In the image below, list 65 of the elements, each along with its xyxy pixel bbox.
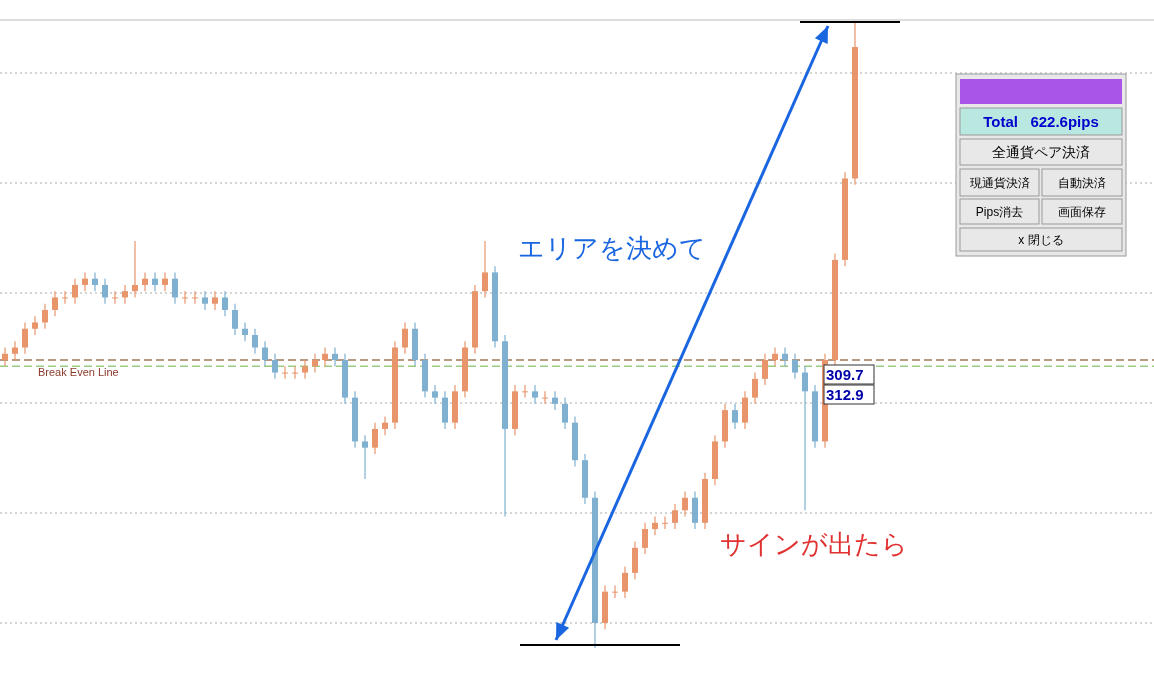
candlestick	[72, 278, 78, 305]
candlestick	[262, 340, 268, 367]
candlestick	[732, 403, 738, 430]
candlestick	[252, 328, 258, 355]
candlestick	[622, 566, 628, 599]
annotation: 312.9	[826, 386, 864, 403]
candlestick	[42, 303, 48, 330]
candlestick	[142, 271, 148, 292]
candlestick	[272, 353, 278, 380]
candlestick	[62, 290, 68, 305]
candlestick	[112, 290, 118, 305]
candlestick	[682, 490, 688, 518]
candlestick	[122, 284, 128, 305]
candlestick	[772, 346, 778, 367]
candlestick	[382, 415, 388, 436]
candlestick	[762, 353, 768, 386]
candlestick	[52, 290, 58, 317]
candlestick	[652, 515, 658, 536]
annotation: サインが出たら	[720, 529, 908, 559]
candlestick	[662, 515, 668, 530]
candlestick	[82, 271, 88, 292]
candlestick	[212, 290, 218, 311]
candlestick	[802, 365, 808, 511]
candlestick	[102, 278, 108, 305]
ref-line-label: Break Even Line	[38, 366, 119, 379]
candlestick	[432, 384, 438, 405]
candlestick	[752, 371, 758, 405]
candlestick	[282, 365, 288, 380]
candlestick	[362, 434, 368, 480]
control-panel: Total 622.6pips 全通貨ペア決済 現通貨決済 自動決済 Pips消去 画面保存 x 閉じる	[955, 73, 1127, 257]
candlestick	[552, 390, 558, 411]
candlestick	[402, 321, 408, 355]
annotation: エリアを決めて	[518, 233, 706, 263]
candlestick	[232, 303, 238, 336]
candlestick	[292, 365, 298, 380]
candlestick	[242, 321, 248, 342]
candlestick	[92, 271, 98, 292]
candlestick	[172, 271, 178, 305]
candlestick	[562, 397, 568, 430]
candlestick	[32, 315, 38, 336]
candlestick	[152, 271, 158, 292]
candlestick	[672, 503, 678, 530]
candlestick	[222, 290, 228, 317]
candlestick	[22, 321, 28, 355]
candlestick	[542, 390, 548, 405]
candlestick	[182, 290, 188, 305]
candlestick	[192, 290, 198, 305]
candlestick	[782, 346, 788, 367]
candlestick	[312, 353, 318, 374]
candlestick	[132, 240, 138, 299]
candlestick	[642, 522, 648, 555]
candlestick	[322, 346, 328, 367]
annotation: 309.7	[826, 366, 864, 383]
candlestick	[372, 422, 378, 455]
candlestick	[532, 384, 538, 405]
candlestick	[332, 346, 338, 367]
candlestick	[12, 340, 18, 361]
candlestick	[482, 240, 488, 299]
candlestick	[792, 353, 798, 380]
candlestick	[612, 584, 618, 599]
candlestick	[162, 271, 168, 292]
candlestick	[202, 290, 208, 311]
candlestick	[522, 384, 528, 399]
candlestick	[2, 346, 8, 367]
candlestick	[302, 359, 308, 380]
